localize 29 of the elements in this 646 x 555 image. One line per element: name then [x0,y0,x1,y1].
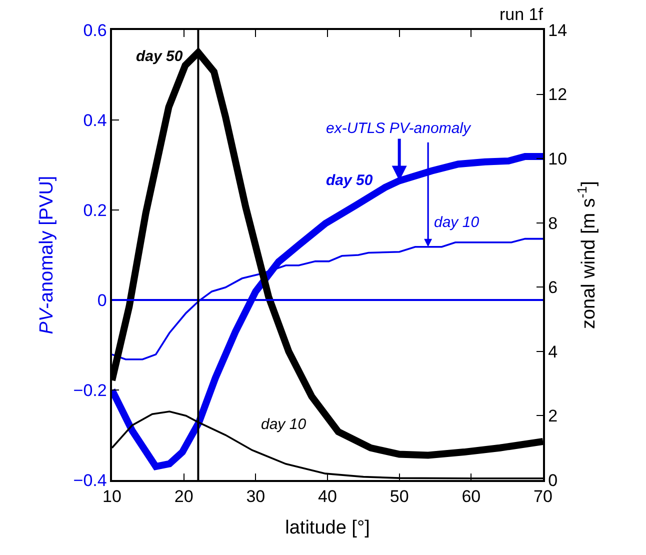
x-tick-label: 60 [462,487,481,506]
annotation: day 10 [261,416,307,433]
x-tick-label: 10 [102,487,122,506]
y-tick-label: 0.2 [83,200,107,220]
y2-tick-label: 14 [548,20,568,40]
annotation: ex-UTLS PV-anomaly [326,120,472,137]
annotation: day 50 [136,48,184,65]
y-tick-label: 0.4 [83,110,107,130]
y-tick-label: 0 [97,290,107,310]
annotation: day 50 [326,172,374,189]
y2-tick-label: 6 [548,278,558,298]
x-axis-title: latitude [°] [285,517,370,538]
y2-tick-label: 2 [548,406,558,426]
x-tick-label: 50 [390,487,409,506]
x-tick-label: 20 [174,487,194,506]
x-tick-label: 30 [246,487,266,506]
x-tick-label: 70 [534,487,552,506]
y2-tick-label: 0 [548,470,558,490]
y2-tick-label: 8 [548,214,558,233]
chart-title: run 1f [500,4,544,24]
y2-tick-label: 10 [548,150,568,169]
x-tick-label: 40 [318,487,337,506]
y-tick-label: 0.6 [83,20,107,40]
y-tick-label: −0.4 [73,470,107,490]
y-axis-title: PV-anomaly [PVU] [36,176,58,334]
y2-tick-label: 12 [548,85,568,104]
y-tick-label: −0.2 [73,380,107,400]
y2-tick-label: 4 [548,342,558,362]
annotation: day 10 [434,214,480,231]
